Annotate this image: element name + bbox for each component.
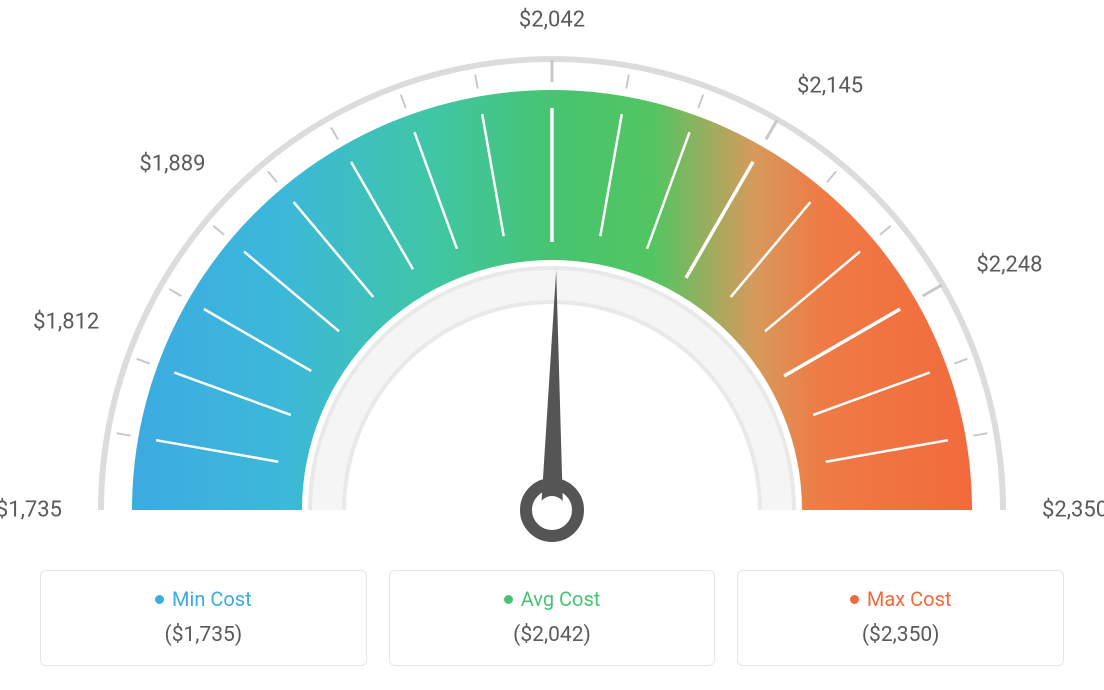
gauge-area: $1,735 $1,812 $1,889 $2,042 $2,145 $2,248 $2,3… xyxy=(0,10,1104,570)
tick-gray xyxy=(827,171,836,182)
legend-card-min: Min Cost ($1,735) xyxy=(40,570,367,666)
tick-gray xyxy=(880,226,891,235)
legend-value-min: ($1,735) xyxy=(51,623,356,647)
gauge-chart-container: $1,735 $1,812 $1,889 $2,042 $2,145 $2,248 $2,3… xyxy=(0,0,1104,690)
tick-label: $1,812 xyxy=(33,310,99,335)
legend-label-avg: Avg Cost xyxy=(521,587,601,611)
legend-label-min: Min Cost xyxy=(172,587,252,611)
tick-gray xyxy=(475,75,477,89)
legend-card-max: Max Cost ($2,350) xyxy=(737,570,1064,666)
tick-gray xyxy=(137,359,150,364)
legend-value-avg: ($2,042) xyxy=(400,623,705,647)
legend-title-min: Min Cost xyxy=(155,587,252,611)
tick-gray xyxy=(117,433,131,435)
tick-label: $2,350 xyxy=(1042,498,1104,523)
tick-label: $1,735 xyxy=(0,498,62,523)
legend-row: Min Cost ($1,735) Avg Cost ($2,042) Max … xyxy=(40,570,1064,666)
legend-label-max: Max Cost xyxy=(867,587,952,611)
tick-gray xyxy=(331,127,338,139)
tick-gray xyxy=(401,95,406,108)
legend-dot-min xyxy=(155,595,164,604)
legend-title-avg: Avg Cost xyxy=(504,587,601,611)
tick-gray xyxy=(169,289,181,296)
legend-card-avg: Avg Cost ($2,042) xyxy=(389,570,716,666)
tick-label: $2,042 xyxy=(519,8,585,33)
legend-value-max: ($2,350) xyxy=(748,623,1053,647)
tick-label: $1,889 xyxy=(139,151,205,176)
tick-gray xyxy=(626,75,628,89)
tick-gray xyxy=(923,285,942,296)
legend-dot-avg xyxy=(504,595,513,604)
tick-gray xyxy=(213,226,224,235)
legend-dot-max xyxy=(850,595,859,604)
tick-gray xyxy=(954,359,967,364)
tick-gray xyxy=(973,433,987,435)
tick-label: $2,248 xyxy=(976,253,1042,278)
tick-gray xyxy=(268,171,277,182)
needle xyxy=(526,270,578,536)
legend-title-max: Max Cost xyxy=(850,587,952,611)
tick-gray xyxy=(698,95,703,108)
gauge-svg xyxy=(0,10,1104,570)
tick-gray xyxy=(766,120,777,139)
tick-label: $2,145 xyxy=(797,73,863,98)
